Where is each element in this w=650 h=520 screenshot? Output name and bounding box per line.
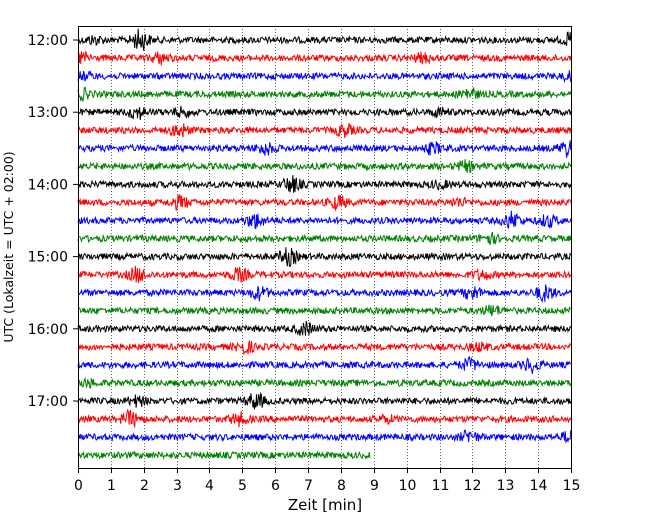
- x-axis-label: Zeit [min]: [288, 496, 362, 514]
- trace-1200: [77, 28, 572, 51]
- x-tick-label: 14: [530, 478, 548, 494]
- trace-1545: [77, 304, 572, 317]
- y-tick-label: 17:00: [28, 394, 68, 410]
- x-tick-label: 4: [205, 478, 214, 494]
- x-tick-label: 15: [563, 478, 581, 494]
- trace-1515: [77, 265, 572, 284]
- trace-1230: [77, 70, 572, 84]
- x-tick-label: 7: [304, 478, 313, 494]
- x-tick-label: 1: [107, 478, 116, 494]
- x-tick-label: 13: [497, 478, 515, 494]
- trace-1500: [77, 247, 572, 268]
- plot-frame: [78, 26, 572, 469]
- trace-1400: [77, 175, 572, 193]
- x-tick-label: 6: [271, 478, 280, 494]
- trace-1330: [77, 140, 572, 158]
- y-tick-label: 16:00: [28, 322, 68, 338]
- x-tick-label: 8: [337, 478, 346, 494]
- trace-1345: [77, 159, 572, 174]
- y-tick-label: 12:00: [28, 33, 68, 49]
- trace-1245: [77, 86, 572, 102]
- trace-1630: [77, 355, 572, 374]
- x-tick-label: 10: [399, 478, 417, 494]
- trace-1645: [77, 376, 572, 389]
- x-tick-label: 3: [173, 478, 182, 494]
- y-tick-label: 15:00: [28, 250, 68, 266]
- trace-1730: [77, 429, 572, 444]
- x-tick-label: 11: [432, 478, 450, 494]
- trace-1600: [77, 320, 572, 336]
- x-tick-label: 9: [370, 478, 379, 494]
- x-tick-label: 0: [74, 478, 83, 494]
- y-tick-label: 13:00: [28, 105, 68, 121]
- y-tick-label: 14:00: [28, 177, 68, 193]
- trace-1300: [77, 105, 572, 121]
- trace-1215: [77, 51, 572, 66]
- trace-1700: [77, 391, 572, 410]
- trace-1745: [77, 450, 371, 460]
- x-tick-label: 5: [238, 478, 247, 494]
- trace-1530: [77, 284, 572, 304]
- trace-1415: [77, 194, 572, 212]
- trace-1445: [77, 231, 572, 246]
- x-axis: 0 1 2 3 4 5 6 7 8 9 10 11 12 13 14 15: [74, 468, 580, 494]
- trace-1430: [77, 210, 572, 230]
- trace-1615: [77, 339, 572, 356]
- trace-1315: [77, 122, 572, 139]
- seismic-traces: [77, 28, 572, 460]
- x-tick-label: 12: [464, 478, 482, 494]
- trace-1715: [77, 408, 572, 428]
- y-axis: 12:00 13:00 14:00 15:00 16:00 17:00: [28, 33, 78, 410]
- y-axis-label: UTC (Lokalzeit = UTC + 02:00): [1, 151, 16, 342]
- x-tick-label: 2: [140, 478, 149, 494]
